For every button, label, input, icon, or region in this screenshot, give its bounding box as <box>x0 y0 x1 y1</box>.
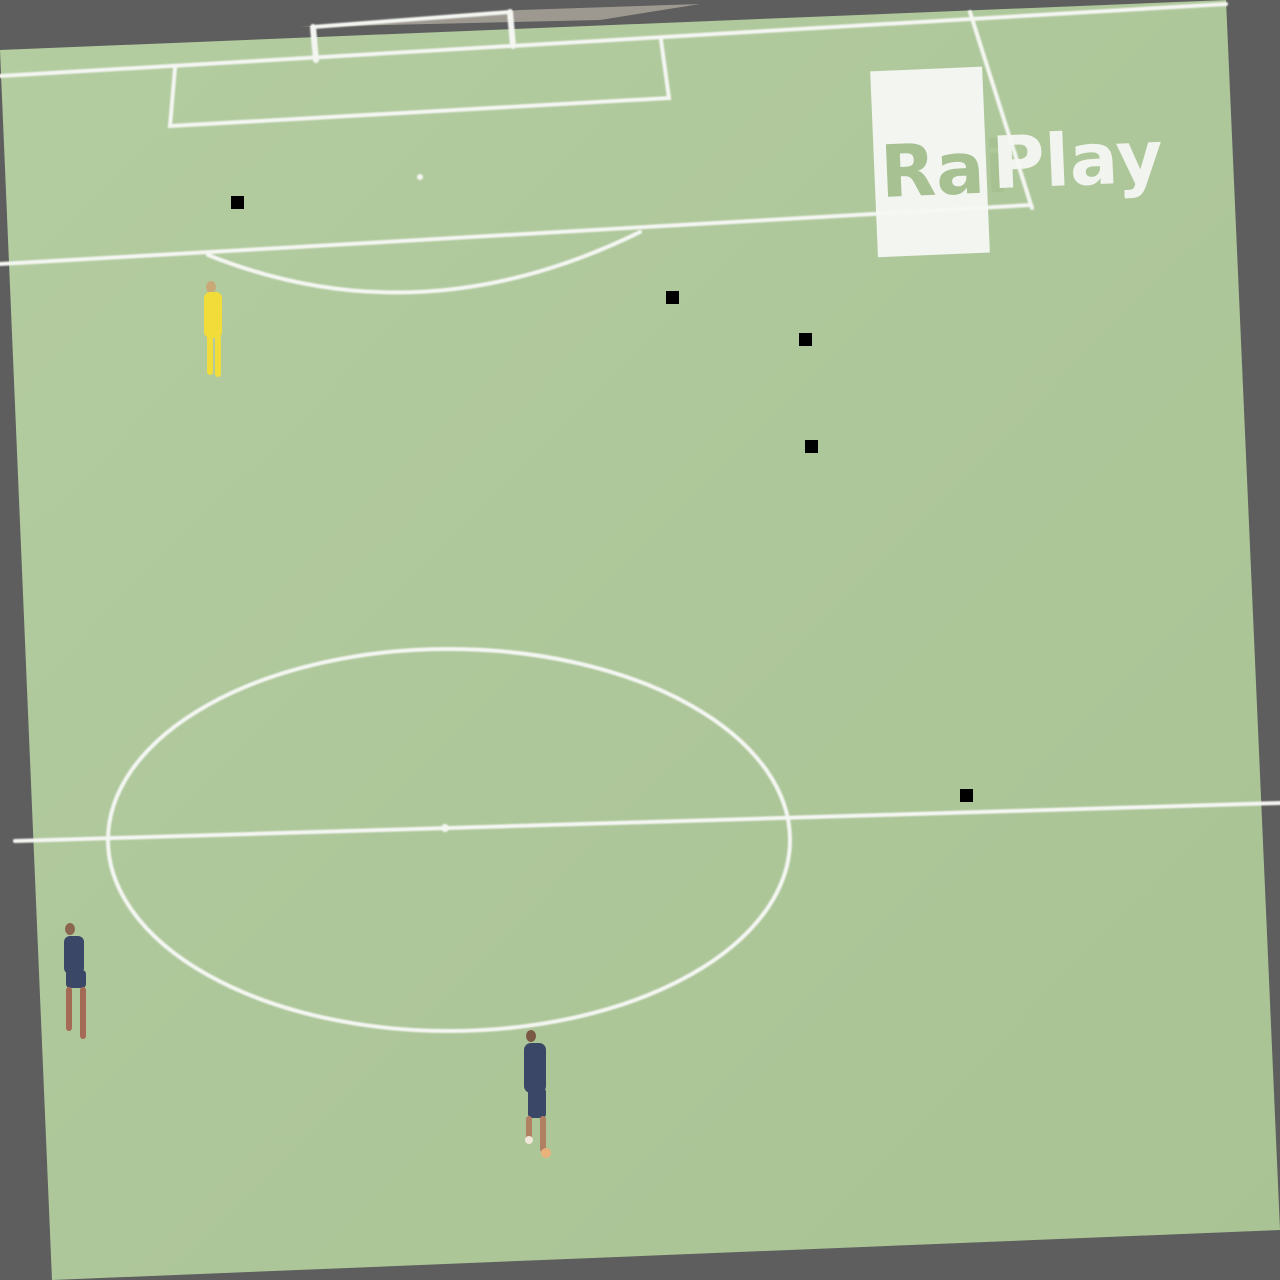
goal-crossbar <box>311 10 512 29</box>
player-boot <box>541 1148 551 1158</box>
player-head <box>65 923 75 935</box>
logo-text-rai: Rai <box>879 125 1011 214</box>
goalkeeper-leg-right <box>215 335 221 377</box>
penalty-area-side <box>968 10 1034 210</box>
goal-post-left <box>310 24 319 63</box>
penalty-spot <box>417 174 423 180</box>
player-shirt <box>64 936 84 974</box>
outfield-player-left <box>64 923 86 1039</box>
player-shorts <box>66 970 86 988</box>
goalkeeper-shirt <box>204 292 222 338</box>
goal-line <box>0 2 1228 78</box>
player-shirt <box>524 1043 546 1093</box>
player-boot <box>525 1136 533 1144</box>
goal-post-right <box>507 9 516 49</box>
marker-square <box>960 789 973 802</box>
pitch-markings <box>0 2 1280 1033</box>
logo-box <box>870 66 990 258</box>
marker-square <box>666 291 679 304</box>
logo-text-play: Play <box>990 114 1164 205</box>
outfield-player-center <box>524 1030 551 1158</box>
marker-square <box>799 333 812 346</box>
player-leg-left <box>66 987 72 1031</box>
marker-square <box>805 440 818 453</box>
marker-square <box>231 196 244 209</box>
goalkeeper-head <box>206 281 216 293</box>
goalkeeper-player <box>204 281 222 377</box>
player-head <box>526 1030 536 1042</box>
player-leg-right <box>80 987 86 1039</box>
penalty-area-line <box>0 203 1032 266</box>
halfway-line <box>13 801 1280 843</box>
player-shorts <box>528 1088 546 1118</box>
goalkeeper-leg-left <box>207 335 213 375</box>
player-leg-right <box>540 1116 546 1152</box>
raiplay-logo: Rai Play <box>870 66 1165 258</box>
player-leg-left <box>526 1116 532 1142</box>
penalty-arc <box>206 230 642 295</box>
black-markers <box>231 196 973 802</box>
centre-spot <box>441 824 449 832</box>
six-yard-box <box>167 38 672 129</box>
centre-circle <box>106 647 792 1033</box>
